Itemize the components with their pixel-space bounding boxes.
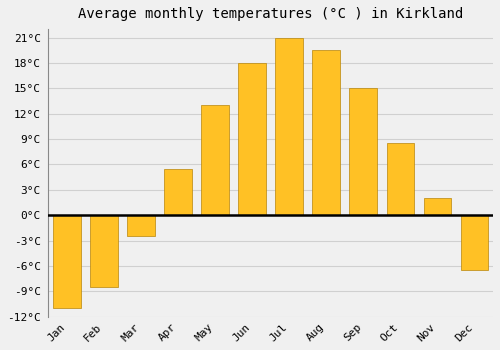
Bar xyxy=(53,215,81,308)
Bar xyxy=(164,169,192,215)
Bar xyxy=(424,198,452,215)
Bar xyxy=(90,215,118,287)
Bar xyxy=(276,37,303,215)
Title: Average monthly temperatures (°C ) in Kirkland: Average monthly temperatures (°C ) in Ki… xyxy=(78,7,464,21)
Bar xyxy=(460,215,488,270)
Bar xyxy=(201,105,229,215)
Bar xyxy=(350,88,377,215)
Bar xyxy=(386,143,414,215)
Bar xyxy=(127,215,155,236)
Bar xyxy=(312,50,340,215)
Bar xyxy=(238,63,266,215)
